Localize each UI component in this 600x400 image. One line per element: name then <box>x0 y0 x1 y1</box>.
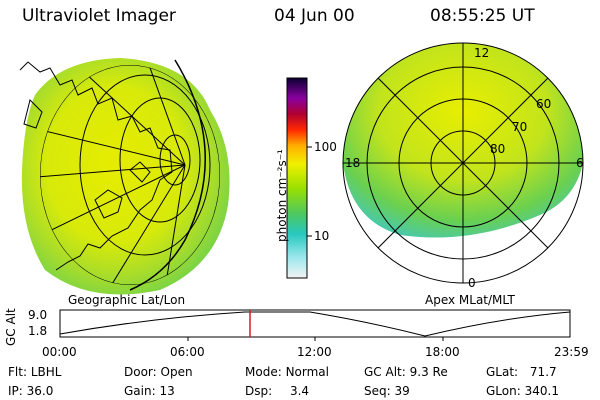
alt-axis-label: GC Alt <box>4 308 18 346</box>
lat-label-70: 70 <box>512 120 528 134</box>
x-tick-1800: 18:00 <box>425 345 460 359</box>
info-flt: Flt: LBHL <box>8 365 62 379</box>
info-glon: GLon: 340.1 <box>486 384 559 398</box>
info-gain: Gain: 13 <box>124 384 175 398</box>
info-seq: Seq: 39 <box>364 384 410 398</box>
glat-value: 71.7 <box>529 365 557 379</box>
coastline <box>19 61 173 271</box>
x-tick-2359: 23:59 <box>554 345 589 359</box>
info-ip: IP: 36.0 <box>8 384 54 398</box>
terminator-line <box>129 59 206 291</box>
seq-value: 39 <box>394 384 410 398</box>
earth-disk <box>21 58 230 295</box>
lat-label-80: 80 <box>490 142 506 156</box>
date-label: 04 Jun 00 <box>274 6 355 26</box>
mlt-label-12: 12 <box>474 46 490 60</box>
colorbar-units: photon cm⁻²s⁻¹ <box>275 149 289 242</box>
mlt-label-18: 18 <box>345 156 361 170</box>
dsp-value: 3.4 <box>289 384 310 398</box>
colorbar-tick-100: 100 <box>314 140 337 154</box>
info-mode: Mode: Normal <box>245 365 329 379</box>
glon-value: 340.1 <box>524 384 559 398</box>
left-map-caption: Geographic Lat/Lon <box>68 293 186 307</box>
alt-tick-high: 9.0 <box>28 308 48 322</box>
app-title: Ultraviolet Imager <box>22 6 176 26</box>
door-value: Open <box>160 365 193 379</box>
mlt-label-0: 0 <box>468 276 476 290</box>
time-label: 08:55:25 UT <box>430 6 535 26</box>
flt-value: LBHL <box>30 365 62 379</box>
info-glat: GLat: 71.7 <box>486 365 557 379</box>
geographic-map <box>19 58 230 295</box>
x-tick-0000: 00:00 <box>42 345 77 359</box>
info-gcalt: GC Alt: 9.3 Re <box>364 365 448 379</box>
colorbar <box>286 77 308 279</box>
ip-value: 36.0 <box>26 384 54 398</box>
gain-value: 13 <box>159 384 175 398</box>
mode-value: Normal <box>285 365 329 379</box>
mlt-label-6: 6 <box>576 156 584 170</box>
colorbar-tick-10: 10 <box>314 229 330 243</box>
x-tick-1200: 12:00 <box>297 345 332 359</box>
right-map-caption: Apex MLat/MLT <box>425 293 515 307</box>
x-tick-0600: 06:00 <box>170 345 205 359</box>
gcalt-value: 9.3 Re <box>409 365 448 379</box>
lat-label-60: 60 <box>536 97 552 111</box>
alt-tick-low: 1.8 <box>28 324 48 338</box>
info-dsp: Dsp: 3.4 <box>245 384 310 398</box>
polar-plot <box>342 42 584 284</box>
info-door: Door: Open <box>124 365 193 379</box>
altitude-plot <box>59 309 571 341</box>
altitude-curve <box>59 311 571 337</box>
